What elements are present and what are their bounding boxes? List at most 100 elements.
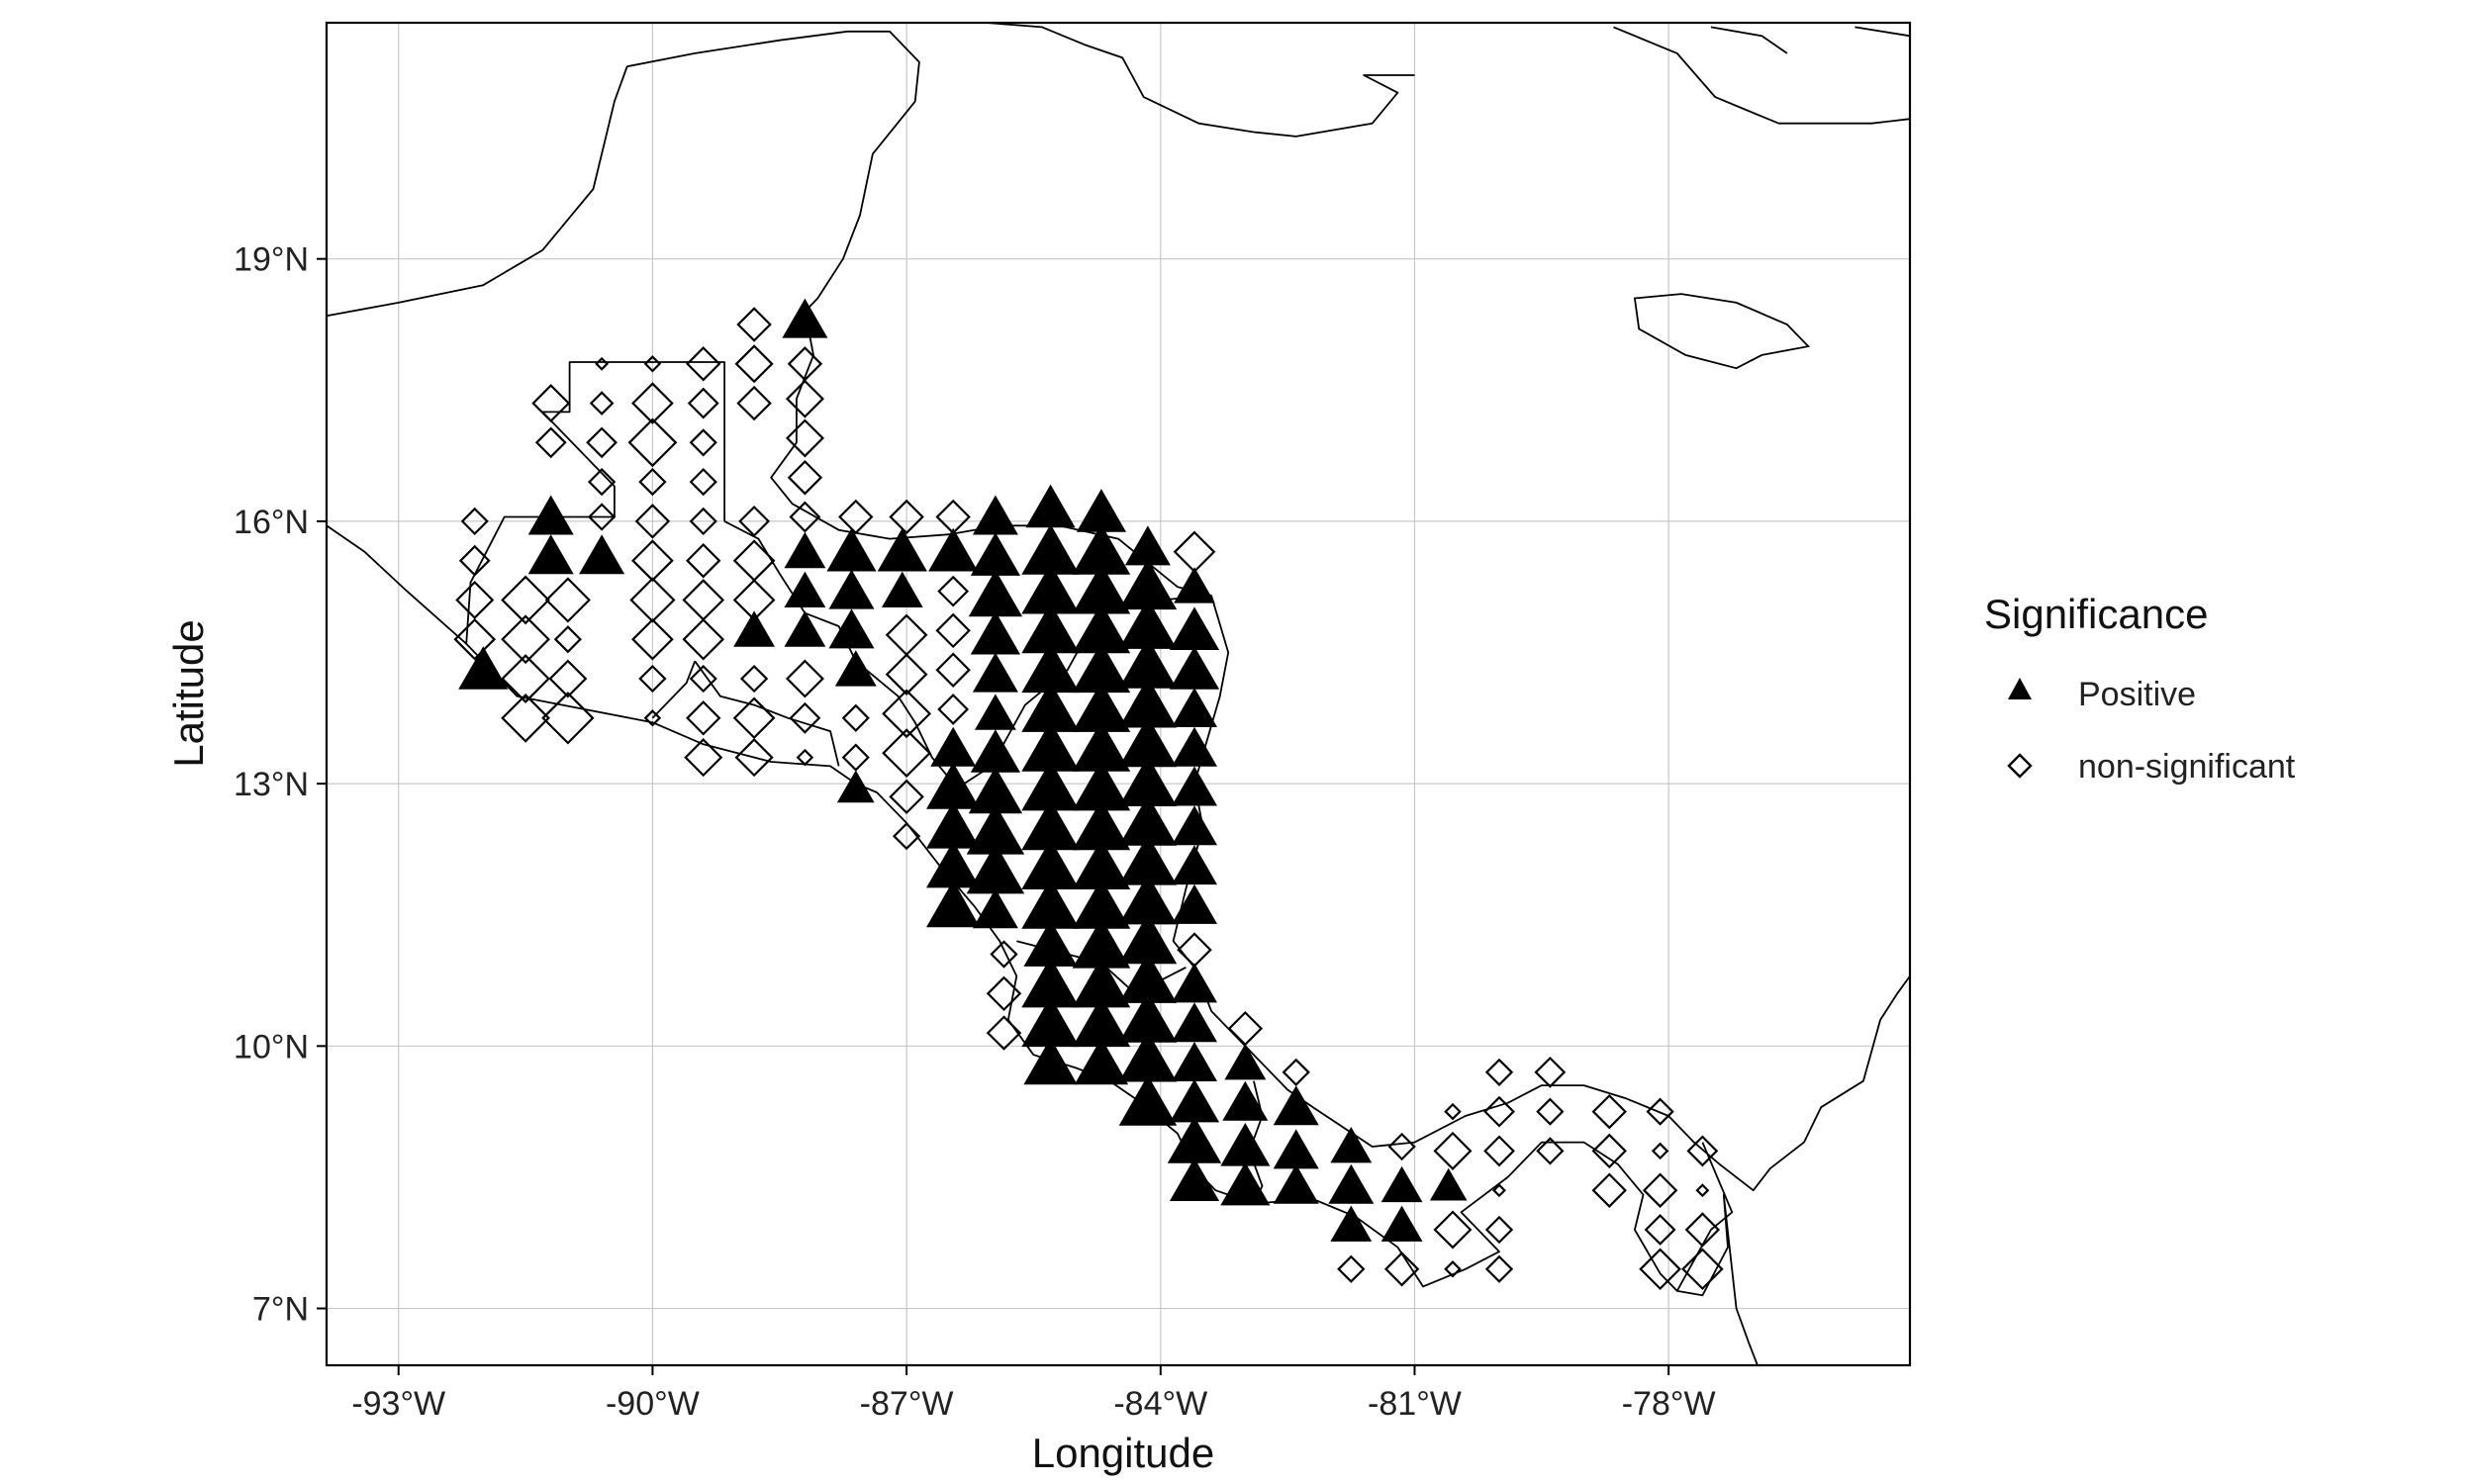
non-significant-point — [882, 689, 932, 739]
non-significant-point — [689, 428, 717, 457]
positive-point — [1072, 957, 1131, 1008]
positive-point — [1273, 1085, 1319, 1126]
non-significant-point — [1177, 932, 1212, 968]
positive-point — [826, 527, 877, 572]
non-significant-point — [553, 625, 582, 654]
positive-point — [1072, 760, 1131, 811]
non-significant-point — [734, 738, 774, 778]
non-significant-point — [501, 654, 550, 703]
positive-point — [784, 571, 826, 607]
positive-point — [1021, 603, 1080, 654]
map-outline — [1710, 26, 1788, 54]
y-axis-ticks: 7°N 10°N 13°N 16°N 19°N — [234, 241, 327, 1329]
non-significant-point — [785, 379, 824, 418]
map-outline — [326, 30, 920, 318]
non-significant-point — [1644, 1214, 1676, 1246]
positive-point — [926, 762, 981, 809]
positive-point — [1328, 1163, 1375, 1204]
plot-panel-border — [325, 21, 1912, 1367]
non-significant-point — [935, 612, 971, 649]
positive-point — [1021, 523, 1080, 575]
non-significant-point — [1173, 530, 1216, 574]
x-tick-label: -81°W — [1368, 1385, 1462, 1423]
positive-point — [1220, 1161, 1271, 1206]
positive-point — [1072, 523, 1131, 575]
non-significant-point — [689, 664, 717, 694]
non-significant-point — [787, 459, 823, 496]
non-significant-point — [1383, 1252, 1420, 1287]
non-significant-point — [627, 417, 678, 468]
non-significant-point — [1483, 1095, 1515, 1128]
jamaica-outline — [1633, 293, 1811, 370]
positive-point — [1074, 1038, 1129, 1085]
non-significant-point — [638, 467, 667, 497]
positive-point — [1380, 1205, 1423, 1242]
positive-point — [784, 531, 826, 569]
positive-point — [782, 298, 828, 338]
non-significant-point — [1444, 1260, 1462, 1278]
legend-title: Significance — [1984, 591, 2208, 637]
legend: Significance Positive non-significant — [1984, 591, 2296, 786]
x-tick-label: -93°W — [351, 1385, 445, 1423]
non-significant-point — [595, 356, 610, 371]
positive-point — [1118, 874, 1178, 925]
non-significant-point — [1639, 1248, 1681, 1291]
non-significant-point — [990, 940, 1018, 969]
non-significant-point — [682, 579, 725, 621]
non-significant-point — [1681, 1248, 1724, 1291]
non-significant-point — [686, 542, 721, 579]
map-outline — [770, 311, 1911, 1192]
positive-point — [1118, 756, 1178, 806]
positive-point — [1072, 563, 1131, 614]
positive-point — [1023, 1038, 1078, 1085]
positive-point — [972, 652, 1018, 693]
positive-point — [972, 495, 1018, 535]
non-significant-point — [1433, 1210, 1473, 1250]
map-outline — [1613, 26, 1911, 125]
positive-point — [1220, 1123, 1271, 1166]
non-significant-point — [631, 617, 674, 661]
positive-point — [1021, 996, 1080, 1048]
positive-point — [926, 841, 981, 888]
non-significant-point — [686, 346, 721, 382]
non-significant-point — [587, 467, 617, 497]
positive-point — [970, 610, 1020, 655]
positive-point — [1023, 919, 1078, 967]
non-significant-point — [458, 544, 491, 577]
x-tick-label: -84°W — [1113, 1385, 1207, 1423]
data-points — [453, 298, 1724, 1291]
non-significant-point — [1282, 1058, 1310, 1086]
y-tick-label: 7°N — [252, 1291, 309, 1329]
positive-point — [926, 880, 981, 928]
non-significant-point — [1695, 1183, 1710, 1198]
non-significant-point — [1227, 1010, 1264, 1047]
positive-point — [1172, 688, 1217, 727]
non-significant-point — [638, 664, 667, 694]
non-significant-point — [1484, 1215, 1514, 1245]
positive-point — [458, 646, 509, 690]
positive-point — [1072, 996, 1131, 1048]
positive-point — [1124, 525, 1171, 566]
non-significant-point — [1646, 1097, 1674, 1126]
non-significant-point — [937, 575, 970, 607]
positive-point — [1118, 913, 1178, 965]
positive-point — [930, 726, 977, 767]
positive-point — [970, 729, 1020, 773]
positive-point — [784, 610, 826, 647]
non-significant-point — [882, 728, 932, 779]
x-axis-ticks: -93°W -90°W -87°W -84°W -81°W -78°W — [351, 1365, 1716, 1423]
positive-point — [1172, 883, 1217, 924]
positive-point — [1172, 845, 1217, 885]
positive-point — [1118, 1031, 1178, 1082]
positive-point — [968, 767, 1023, 814]
positive-point — [1429, 1167, 1468, 1201]
non-significant-point — [734, 344, 774, 384]
positive-point — [926, 801, 981, 849]
positive-point — [1072, 839, 1131, 889]
positive-point — [1025, 484, 1076, 528]
positive-point — [828, 608, 875, 649]
non-significant-point — [789, 701, 821, 734]
non-significant-point — [838, 499, 874, 535]
non-significant-point — [986, 975, 1022, 1012]
